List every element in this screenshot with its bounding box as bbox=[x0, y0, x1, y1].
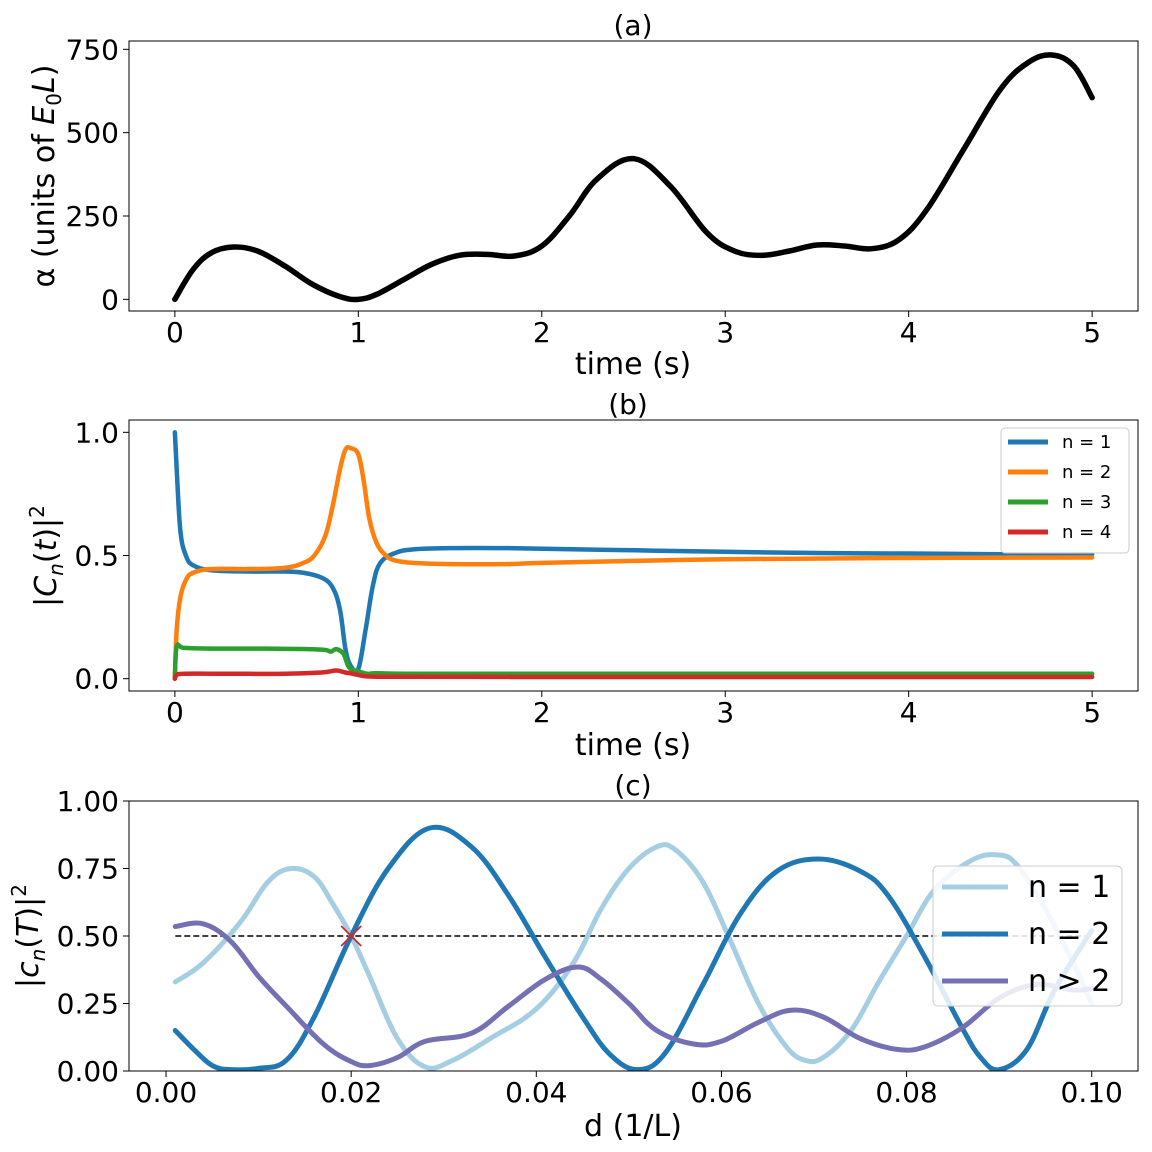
panel-b-y-label-mid: ( bbox=[29, 551, 64, 563]
panel-a-y-tick-label: 750 bbox=[66, 33, 119, 66]
panel-c-x-tick-label: 0.10 bbox=[1061, 1076, 1123, 1109]
legend-label: n = 3 bbox=[1062, 492, 1111, 513]
panel-c-series-2 bbox=[172, 824, 1095, 1071]
panel-a-y-ticks: 0 250 500 750 bbox=[66, 33, 129, 316]
panel-c-y-label-sup: 2 bbox=[7, 884, 31, 897]
legend-label: n > 2 bbox=[1028, 964, 1110, 999]
panel-a-y-tick-label: 0 bbox=[101, 283, 119, 316]
panel-c-y-label-post: )| bbox=[11, 897, 46, 919]
panel-b-series-2 bbox=[172, 444, 1095, 681]
panel-b-y-label-sup: 2 bbox=[25, 505, 49, 518]
panel-b-legend-box bbox=[1000, 427, 1130, 554]
panel-a-y-label-pre: α (units of bbox=[27, 125, 62, 288]
panel-a-x-label: time (s) bbox=[575, 347, 691, 382]
panel-c-series-3 bbox=[172, 920, 1095, 1069]
panel-b-x-ticks: 0 1 2 3 4 5 bbox=[166, 691, 1101, 729]
panel-c-y-tick-label: 0.50 bbox=[57, 920, 119, 953]
panel-b-x-label: time (s) bbox=[575, 728, 691, 763]
panel-b-x-tick-label: 4 bbox=[900, 696, 918, 729]
panel-a-y-label-l: L bbox=[27, 76, 62, 93]
panel-b-title: (b) bbox=[608, 388, 648, 421]
panel-a-x-tick-label: 0 bbox=[166, 316, 184, 349]
legend-label: n = 2 bbox=[1028, 917, 1110, 952]
panel-c-x-tick-label: 0.00 bbox=[135, 1076, 197, 1109]
panel-b-legend: n = 1 n = 2 n = 3 n = 4 bbox=[1000, 427, 1130, 554]
legend-label: n = 2 bbox=[1062, 462, 1111, 483]
panel-a-plot-area bbox=[172, 52, 1095, 303]
panel-b-y-label-t: t bbox=[29, 538, 64, 551]
legend-label: n = 1 bbox=[1028, 870, 1110, 905]
panel-b-y-label-c: C bbox=[29, 576, 64, 597]
panel-a-y-label: α (units of E0L) bbox=[27, 65, 66, 288]
panel-b-x-tick-label: 3 bbox=[716, 696, 734, 729]
panel-a-y-tick-label: 250 bbox=[66, 200, 119, 233]
panel-a-x-tick-label: 2 bbox=[533, 316, 551, 349]
panel-a-series-group bbox=[172, 52, 1095, 303]
panel-b-x-tick-label: 1 bbox=[349, 696, 367, 729]
panel-a-y-label-post: ) bbox=[27, 65, 62, 77]
panel-b-y-label-post: )| bbox=[29, 518, 64, 540]
panel-c-y-tick-label: 0.25 bbox=[57, 988, 119, 1021]
panel-b-plot-area bbox=[172, 430, 1095, 681]
panel-c: (c) 0.00 0.02 0.04 0.06 0.08 0.10 0.00 0.25 0.5… bbox=[7, 769, 1139, 1144]
panel-b-y-tick-label: 0.5 bbox=[74, 540, 119, 573]
panel-b-y-label-pre: | bbox=[29, 597, 64, 607]
panel-c-legend-box bbox=[932, 865, 1123, 1007]
panel-c-y-label-sub: n bbox=[26, 949, 50, 962]
legend-label: n = 1 bbox=[1062, 432, 1111, 453]
panel-b-series-1 bbox=[172, 430, 1095, 675]
panel-c-x-label: d (1/L) bbox=[584, 1109, 682, 1144]
panel-a-x-tick-label: 4 bbox=[900, 316, 918, 349]
panel-a-y-tick-label: 500 bbox=[66, 117, 119, 150]
panel-c-y-label-mid: ( bbox=[11, 937, 46, 949]
panel-b-x-tick-label: 2 bbox=[533, 696, 551, 729]
panel-b-y-ticks: 0.0 0.5 1.0 bbox=[74, 416, 129, 696]
panel-a-x-ticks: 0 1 2 3 4 5 bbox=[166, 311, 1101, 349]
panel-a-x-tick-label: 3 bbox=[716, 316, 734, 349]
panel-c-y-tick-label: 0.00 bbox=[57, 1055, 119, 1088]
panel-a-x-tick-label: 1 bbox=[349, 316, 367, 349]
panel-c-x-marker bbox=[340, 925, 362, 947]
panel-c-y-ticks: 0.00 0.25 0.50 0.75 1.00 bbox=[57, 785, 129, 1088]
panel-a-frame bbox=[128, 40, 1139, 312]
panel-c-y-label-c: c bbox=[11, 961, 46, 978]
panel-b-series-3 bbox=[172, 642, 1095, 681]
panel-c-x-ticks: 0.00 0.02 0.04 0.06 0.08 0.10 bbox=[135, 1071, 1123, 1109]
panel-b-series-group bbox=[172, 430, 1095, 681]
panel-c-legend: n = 1 n = 2 n > 2 bbox=[932, 865, 1123, 1007]
panel-c-y-label: |cn(T)|2 bbox=[7, 884, 50, 988]
panel-c-y-tick-label: 0.75 bbox=[57, 853, 119, 886]
panel-a-series-1 bbox=[172, 52, 1095, 303]
panel-a-title: (a) bbox=[613, 9, 652, 42]
panel-a-y-label-sub: 0 bbox=[42, 93, 66, 106]
panel-c-x-tick-label: 0.08 bbox=[875, 1076, 937, 1109]
panel-c-x-tick-label: 0.06 bbox=[690, 1076, 752, 1109]
panel-b-y-tick-label: 0.0 bbox=[74, 663, 119, 696]
panel-c-y-tick-label: 1.00 bbox=[57, 785, 119, 818]
panel-a: (a) 0 1 2 3 4 5 0 250 500 750 time (s) α (units … bbox=[27, 9, 1139, 382]
panel-c-x-tick-label: 0.04 bbox=[505, 1076, 567, 1109]
panel-b-y-tick-label: 1.0 bbox=[74, 416, 119, 449]
panel-c-x-tick-label: 0.02 bbox=[320, 1076, 382, 1109]
panel-b-x-tick-label: 5 bbox=[1083, 696, 1101, 729]
panel-b-series-4 bbox=[172, 668, 1095, 681]
panel-a-x-tick-label: 5 bbox=[1083, 316, 1101, 349]
panel-b-y-label-sub: n bbox=[44, 563, 68, 576]
panel-b-x-tick-label: 0 bbox=[166, 696, 184, 729]
legend-label: n = 4 bbox=[1062, 522, 1111, 543]
panel-c-y-label-pre: | bbox=[11, 978, 46, 988]
panel-b-y-label: |Cn(t)|2 bbox=[25, 505, 68, 607]
panel-c-title: (c) bbox=[614, 769, 651, 802]
panel-a-y-label-e: E bbox=[27, 106, 62, 125]
panel-c-y-label-t: T bbox=[11, 916, 46, 937]
